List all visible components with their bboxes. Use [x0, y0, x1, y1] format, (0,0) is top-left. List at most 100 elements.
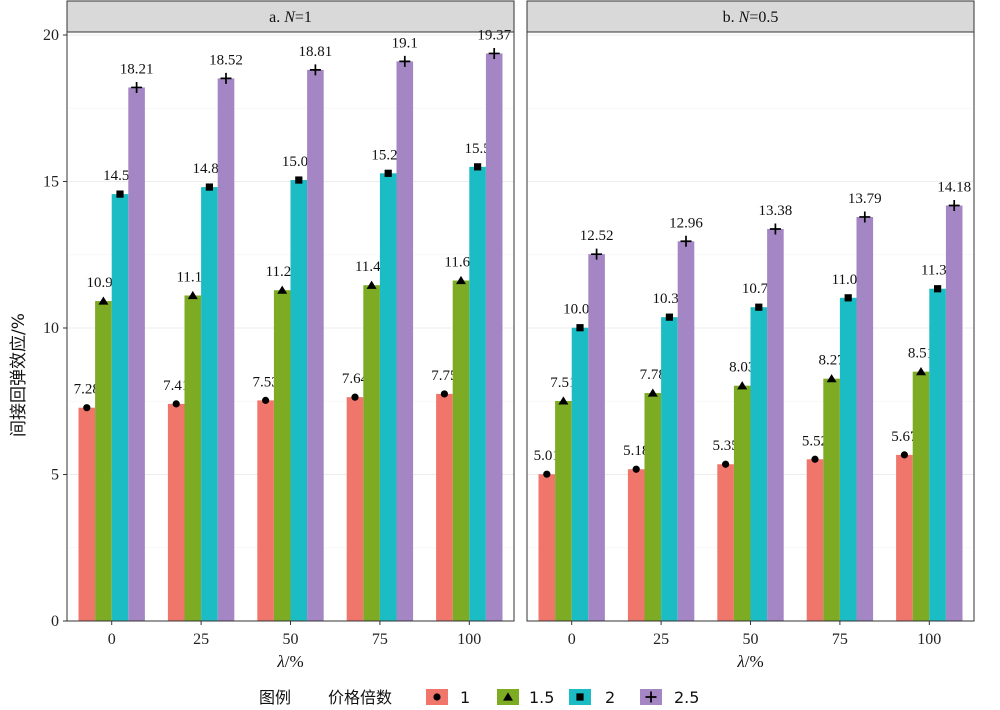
y-tick-label: 15	[43, 174, 59, 191]
bar-marker	[591, 248, 603, 260]
data-label: 12.96	[669, 215, 703, 231]
facet-title: a. N=1	[269, 9, 312, 26]
x-axis-title-unit: /%	[285, 652, 304, 671]
bar-marker	[737, 381, 748, 390]
bar	[823, 378, 840, 621]
data-label: 5.01	[534, 448, 560, 464]
bar-marker	[262, 396, 270, 404]
bar	[307, 69, 324, 621]
legend-label: 1	[460, 688, 470, 707]
bar-marker	[474, 163, 482, 171]
bar	[929, 288, 946, 621]
bar	[436, 393, 453, 621]
x-tick-label: 100	[917, 631, 941, 648]
legend-item-1-5: 1.5	[497, 688, 554, 707]
facet-title-variable: N	[283, 9, 296, 26]
data-label: 18.52	[209, 52, 243, 68]
data-label: 19.37	[477, 27, 511, 43]
bar-marker	[384, 169, 392, 177]
bar-marker	[116, 190, 124, 198]
bar	[750, 307, 768, 621]
bar-marker	[295, 176, 303, 184]
bar	[856, 216, 874, 621]
bar-marker	[309, 64, 321, 76]
data-label: 12.52	[580, 228, 614, 244]
bar	[945, 205, 963, 621]
data-label: 11.11	[176, 269, 209, 285]
legend-item-2-5: 2.5	[640, 688, 699, 707]
data-label: 19.1	[392, 35, 418, 51]
data-label: 13.38	[759, 203, 793, 219]
bar-marker	[351, 393, 359, 401]
bar	[379, 173, 397, 621]
bar	[555, 400, 572, 621]
facet-strip	[526, 0, 975, 33]
bar-marker	[187, 290, 198, 300]
legend-item-1: 1	[426, 688, 470, 707]
bar-marker	[632, 465, 640, 473]
data-label: 18.21	[120, 61, 154, 77]
legend-key-marker	[433, 693, 441, 701]
legend-key-marker	[645, 691, 657, 703]
legend-label: 2.5	[674, 688, 699, 707]
data-label: 5.35	[712, 438, 738, 454]
bar	[78, 407, 96, 621]
x-axis-title: λ/%	[276, 652, 303, 671]
y-tick-label: 0	[51, 613, 59, 630]
data-label: 7.78	[640, 367, 666, 383]
data-label: 5.67	[891, 429, 918, 445]
bar-marker	[456, 275, 466, 285]
facet-title-prefix: a.	[269, 9, 284, 26]
bar	[806, 459, 824, 621]
legend-subtitle: 价格倍数	[328, 688, 392, 707]
bar	[273, 290, 291, 621]
bar	[677, 241, 695, 621]
bar-marker	[948, 200, 960, 212]
legend-label: 1.5	[529, 688, 554, 707]
bar	[95, 301, 112, 621]
facet-title-prefix: b.	[723, 9, 739, 26]
data-label: 7.41	[163, 378, 189, 394]
data-label: 14.18	[937, 180, 971, 196]
bar	[363, 285, 380, 621]
data-label: 15.5	[464, 141, 490, 157]
x-tick-label: 50	[283, 631, 299, 648]
legend-title: 图例	[259, 688, 291, 707]
data-label: 7.51	[550, 375, 576, 391]
bar	[912, 371, 930, 621]
bar-marker	[916, 367, 926, 376]
bar-marker	[440, 390, 448, 398]
facet-title-value: =0.5	[749, 9, 778, 26]
bar-marker	[859, 211, 871, 223]
chart-panels: a. N=17.2810.9214.5718.2107.4111.1114.81…	[43, 0, 975, 671]
bar	[733, 385, 751, 621]
bar	[257, 400, 274, 621]
bar	[485, 53, 503, 622]
data-label: 8.51	[908, 346, 934, 362]
panel-b: b. N=0.55.017.5110.0112.5205.187.7810.37…	[526, 0, 975, 671]
bar	[290, 180, 308, 621]
bar-marker	[755, 303, 763, 311]
facet-title-variable: N	[738, 9, 751, 26]
facet-title: b. N=0.5	[723, 9, 779, 26]
bar	[346, 397, 364, 621]
y-tick-label: 20	[43, 27, 59, 44]
bar-marker	[172, 400, 180, 408]
bar	[644, 393, 662, 621]
bar-marker	[826, 374, 837, 383]
bar-marker	[934, 285, 942, 293]
bar	[167, 403, 185, 621]
panel-border	[526, 31, 975, 622]
bar-marker	[769, 223, 781, 235]
bar	[661, 317, 678, 621]
bar-marker	[98, 296, 109, 305]
bar-marker	[722, 460, 730, 468]
panel-a: a. N=17.2810.9214.5718.2107.4111.1114.81…	[43, 0, 515, 671]
bar-marker	[576, 324, 584, 332]
bar	[128, 87, 145, 621]
bar	[469, 166, 486, 621]
bar-marker	[131, 81, 143, 93]
data-label: 7.64	[342, 371, 369, 387]
x-axis-title-variable: λ	[276, 652, 284, 671]
facet-title-value: =1	[295, 9, 312, 26]
